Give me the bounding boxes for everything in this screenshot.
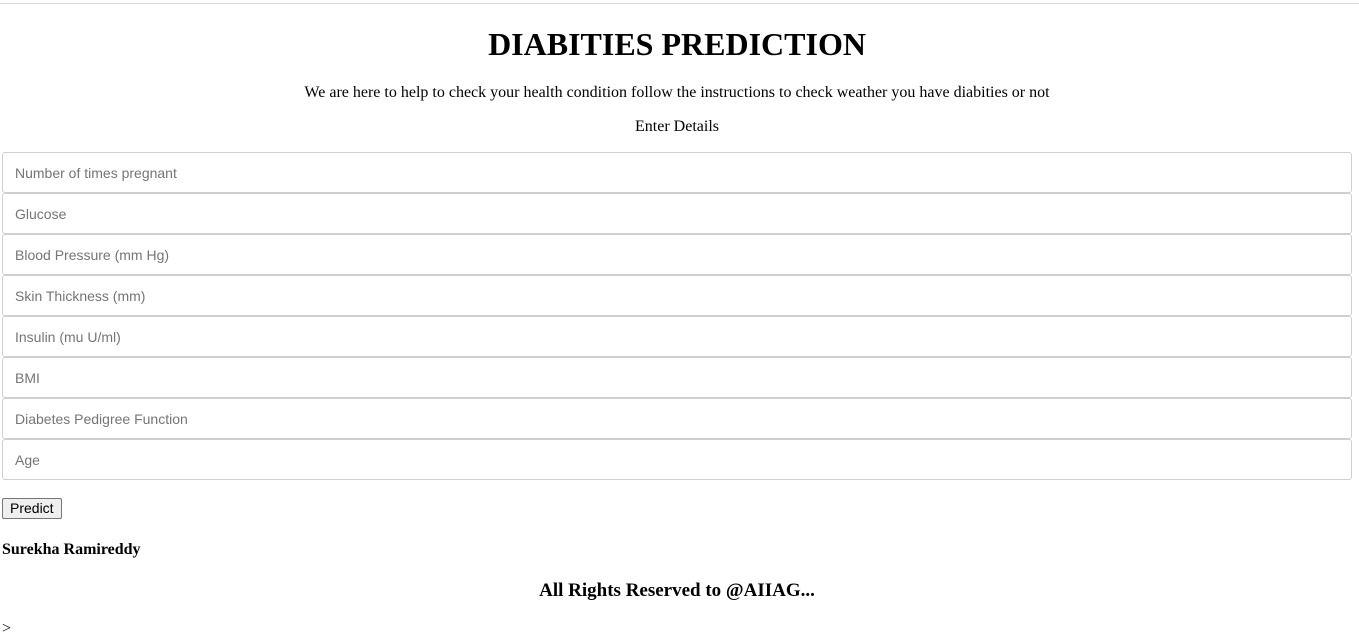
predict-button[interactable]: Predict <box>2 498 62 519</box>
page-tagline: We are here to help to check your health… <box>304 84 1050 101</box>
author-name: Surekha Ramireddy <box>2 541 141 558</box>
pedigree-field[interactable] <box>2 398 1352 439</box>
bmi-field[interactable] <box>2 357 1352 398</box>
page-title: DIABITIES PREDICTION <box>488 26 866 62</box>
pregnancies-field[interactable] <box>2 152 1352 193</box>
prediction-form <box>2 152 1352 480</box>
insulin-field[interactable] <box>2 316 1352 357</box>
rights-notice: All Rights Reserved to @AIIAG... <box>539 580 815 601</box>
age-field[interactable] <box>2 439 1352 480</box>
skin-thickness-field[interactable] <box>2 275 1352 316</box>
form-heading: Enter Details <box>635 118 719 135</box>
top-divider <box>0 3 1359 4</box>
blood-pressure-field[interactable] <box>2 234 1352 275</box>
glucose-field[interactable] <box>2 193 1352 234</box>
stray-text: > <box>2 620 12 637</box>
